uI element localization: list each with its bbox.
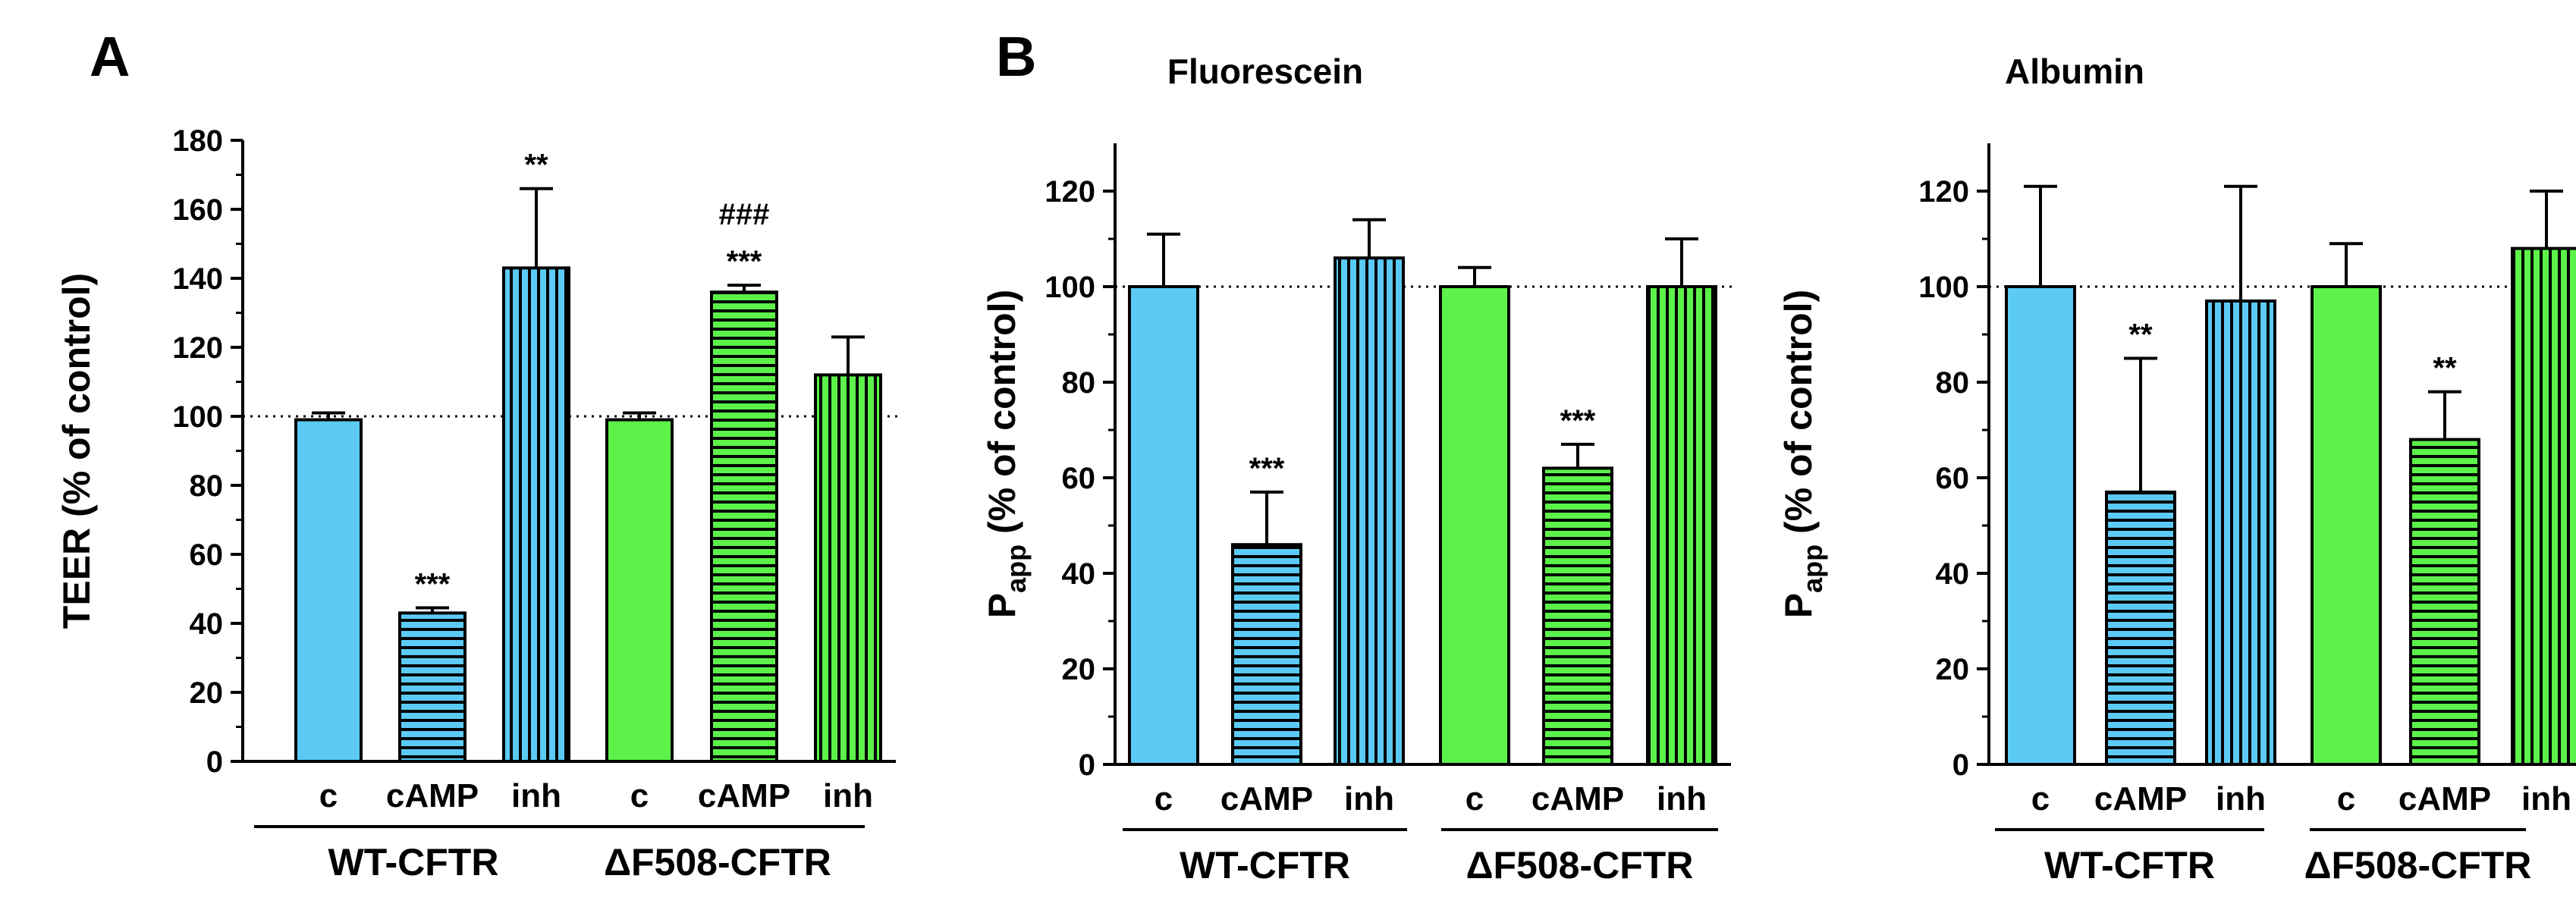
x-tick-label: cAMP [2094, 780, 2187, 817]
significance-marker: ** [2433, 352, 2457, 385]
bar-wtcftr-c [1128, 285, 1199, 766]
bar-wtcftr-camp [1231, 543, 1302, 766]
x-tick-label: c [630, 777, 649, 814]
x-tick-label: c [1465, 780, 1484, 817]
bar-f508cftr-inh [1646, 285, 1717, 766]
y-tick-label: 20 [1062, 653, 1096, 686]
panel-b-albumin-chart: Albumin 0 20 40 60 80 100 120 Papp (% of control… [1777, 52, 2576, 886]
y-axis-label-subscript: app [1001, 544, 1032, 593]
significance-marker: ** [524, 149, 548, 182]
x-tick-label: inh [511, 777, 561, 814]
significance-marker: ### [719, 198, 770, 231]
group-label: ΔF508-CFTR [2304, 844, 2532, 886]
y-tick-label: 40 [1936, 557, 1970, 591]
y-axis-label: Papp (% of control) [1777, 290, 1828, 618]
bar-wtcftr-c [294, 418, 363, 763]
y-axis-label: TEER (% of control) [55, 273, 98, 629]
x-tick-label: cAMP [386, 777, 479, 814]
y-tick-label: 100 [1045, 271, 1095, 304]
bar-f508cftr-inh [814, 373, 882, 763]
chart-title: Albumin [2005, 52, 2144, 91]
y-axis-label: Papp (% of control) [981, 290, 1032, 618]
y-tick-label: 160 [172, 193, 223, 227]
y-tick-label: 180 [172, 124, 223, 158]
y-tick-label: 40 [190, 607, 224, 641]
group-label: WT-CFTR [1180, 844, 1350, 886]
y-tick-label: 100 [1918, 271, 1969, 304]
y-tick-label: 80 [1936, 366, 1970, 400]
y-tick-label: 40 [1062, 557, 1096, 591]
group-label: WT-CFTR [328, 841, 499, 883]
bar-f508cftr-inh [2511, 246, 2576, 767]
bar-f508cftr-c [2311, 285, 2382, 766]
panel-letter: B [996, 25, 1036, 88]
x-tick-label: cAMP [698, 777, 790, 814]
significance-marker: *** [727, 245, 762, 278]
y-axis-label-tail: (% of control) [981, 290, 1023, 544]
bar-wtcftr-inh [502, 266, 570, 764]
panel-b-fluorescein-chart: B Fluorescein 0 20 40 60 80 100 120 Papp (% of co… [981, 25, 1735, 886]
group-label: WT-CFTR [2044, 844, 2215, 886]
y-tick-label: 120 [1045, 175, 1095, 209]
x-tick-label: cAMP [2399, 780, 2491, 817]
chart-title: Fluorescein [1167, 52, 1363, 91]
bar-wtcftr-camp [2105, 490, 2176, 767]
x-tick-label: inh [823, 777, 873, 814]
panel-a-chart: A 0 20 40 60 80 100 120 140 160 180 TEER (% of cont… [55, 25, 900, 883]
group-label: ΔF508-CFTR [604, 841, 831, 883]
bar-wtcftr-camp [398, 611, 467, 763]
x-tick-label: c [2031, 780, 2050, 817]
y-axis-label-subscript: app [1797, 544, 1828, 593]
bar-f508cftr-c [605, 418, 674, 763]
y-axis-label-main: P [1777, 593, 1820, 618]
y-tick-label: 0 [206, 745, 223, 779]
y-tick-label: 20 [190, 676, 224, 710]
bar-wtcftr-inh [1334, 256, 1405, 766]
x-tick-label: cAMP [1220, 780, 1313, 817]
bar-wtcftr-c [2005, 285, 2076, 766]
y-tick-label: 80 [1062, 366, 1096, 400]
y-tick-label: 20 [1936, 653, 1970, 686]
x-tick-label: inh [2216, 780, 2266, 817]
y-tick-label: 100 [172, 400, 223, 434]
y-tick-label: 60 [190, 538, 224, 572]
significance-marker: *** [1249, 452, 1285, 485]
bar-f508cftr-camp [1542, 466, 1613, 767]
x-tick-label: inh [2521, 780, 2571, 817]
y-tick-label: 80 [190, 469, 224, 503]
panel-letter: A [90, 25, 130, 88]
y-tick-label: 120 [1918, 175, 1969, 209]
x-tick-label: inh [1657, 780, 1707, 817]
x-tick-label: inh [1344, 780, 1394, 817]
y-axis-label-main: P [981, 593, 1023, 618]
y-tick-label: 120 [172, 331, 223, 365]
significance-marker: *** [415, 568, 451, 601]
y-axis-label-main: TEER (% of control) [55, 273, 98, 629]
x-tick-label: c [1154, 780, 1173, 817]
bar-f508cftr-camp [2409, 438, 2480, 766]
y-tick-label: 60 [1936, 462, 1970, 495]
significance-marker: ** [2128, 318, 2153, 352]
significance-marker: *** [1560, 404, 1596, 438]
y-tick-label: 0 [1079, 748, 1095, 782]
group-label: ΔF508-CFTR [1466, 844, 1694, 886]
bar-f508cftr-camp [710, 290, 778, 763]
y-tick-label: 140 [172, 262, 223, 296]
bar-f508cftr-c [1439, 285, 1510, 766]
y-tick-label: 60 [1062, 462, 1096, 495]
x-tick-label: c [319, 777, 338, 814]
y-axis-label-tail: (% of control) [1777, 290, 1820, 544]
bar-wtcftr-inh [2205, 299, 2276, 766]
x-tick-label: cAMP [1531, 780, 1624, 817]
y-tick-label: 0 [1952, 748, 1969, 782]
x-tick-label: c [2337, 780, 2355, 817]
